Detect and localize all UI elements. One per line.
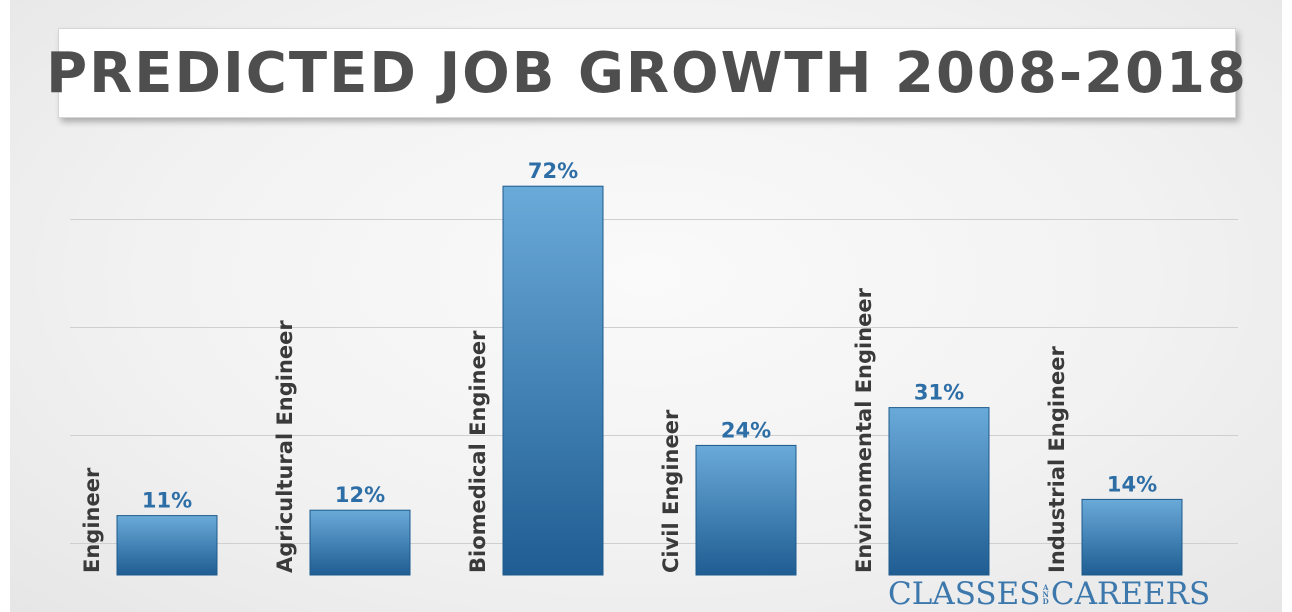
logo-and-a: A (1042, 582, 1049, 592)
value-label: 11% (142, 489, 192, 513)
value-label: 31% (914, 381, 964, 405)
value-label: 72% (528, 159, 578, 183)
value-label: 24% (721, 418, 771, 442)
category-label: Industrial Engineer (1045, 346, 1069, 573)
chart-background: PREDICTED JOB GROWTH 2008-2018 11% Engine… (10, 0, 1282, 612)
title-box: PREDICTED JOB GROWTH 2008-2018 (46, 28, 1246, 118)
logo-and-mark: A N D (1043, 584, 1049, 605)
category-label: Civil Engineer (659, 409, 683, 573)
bar-chart: 11% Engineer 12% Agricultural Engineer 72% Bi… (70, 159, 1238, 576)
chart-title: PREDICTED JOB GROWTH 2008-2018 (46, 40, 1248, 106)
category-label: Biomedical Engineer (466, 330, 490, 573)
bar-environmental-engineer (888, 407, 990, 576)
category-label: Engineer (80, 467, 104, 573)
logo-text-left: CLASSES (888, 576, 1041, 612)
bar-agricultural-engineer (309, 509, 411, 576)
bar-engineer (116, 515, 218, 576)
category-label: Agricultural Engineer (273, 320, 297, 573)
value-label: 12% (335, 483, 385, 507)
logo-text-right: CAREERS (1050, 576, 1211, 612)
logo-and-d: D (1042, 596, 1049, 606)
value-label: 14% (1107, 472, 1157, 496)
bar-industrial-engineer (1081, 498, 1183, 576)
category-label: Environmental Engineer (852, 287, 876, 573)
classes-and-careers-logo: CLASSES A N D CAREERS (888, 576, 1210, 612)
bar-civil-engineer (695, 444, 797, 576)
bar-biomedical-engineer (502, 185, 604, 576)
logo-and-n: N (1042, 589, 1049, 599)
